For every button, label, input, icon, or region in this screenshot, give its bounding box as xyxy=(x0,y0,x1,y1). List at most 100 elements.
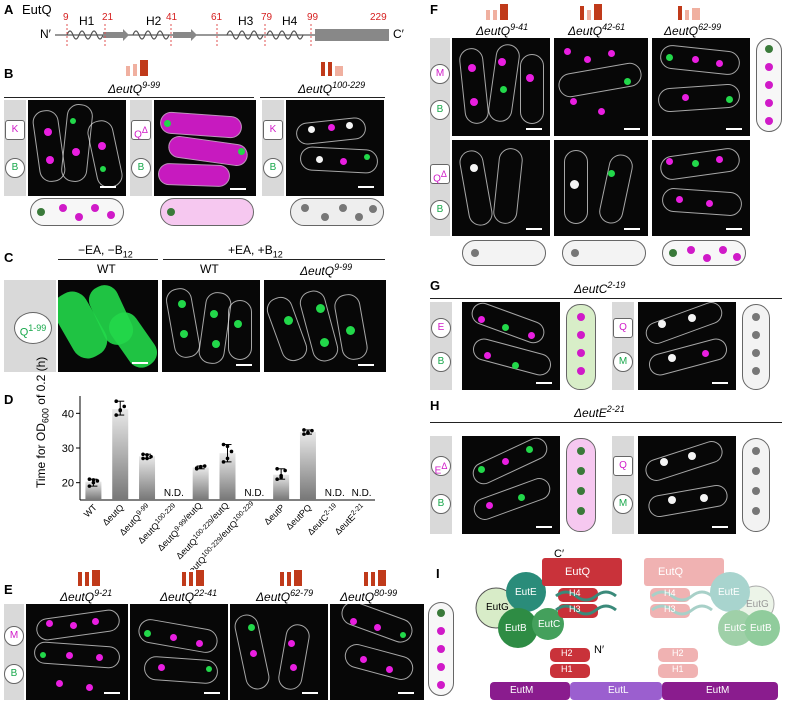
data-point xyxy=(91,480,96,485)
eutg-label: EutG xyxy=(486,602,509,613)
data-point xyxy=(95,479,100,483)
badge-eutq-g: Q xyxy=(613,318,633,338)
bar xyxy=(273,474,290,500)
schematic-h1 xyxy=(566,438,596,532)
eutb-label: EutB xyxy=(505,623,527,634)
eutq-domain-diagram xyxy=(55,24,389,46)
schematic-f4 xyxy=(662,240,746,266)
schematic-f1 xyxy=(756,38,782,132)
badge-eutb: B xyxy=(5,158,25,178)
residue-9: 9 xyxy=(63,12,69,23)
micrograph-f2 xyxy=(554,38,648,136)
domain-cartoon-icon xyxy=(486,4,508,20)
schematic-f2 xyxy=(462,240,546,266)
badge-eutq-delta-2: QΔ xyxy=(131,120,151,140)
micrograph-f5 xyxy=(554,140,648,236)
data-point xyxy=(310,428,314,433)
helix-h4-i: H4 xyxy=(569,588,581,598)
badge-eutb-f2: B xyxy=(430,200,450,220)
panel-label-d: D xyxy=(4,392,14,407)
side-bar xyxy=(430,38,450,236)
micrograph-e3 xyxy=(230,604,328,700)
schematic-b3 xyxy=(290,198,384,226)
nd-label: N.D. xyxy=(164,488,184,499)
data-point xyxy=(114,399,119,403)
badge-eutb-h: B xyxy=(431,494,451,514)
badge-eute-delta: EΔ xyxy=(431,456,451,476)
helix-h4-label: H4 xyxy=(282,14,298,28)
micrograph-f1 xyxy=(452,38,550,136)
data-point xyxy=(275,467,279,471)
data-point xyxy=(279,475,283,480)
domain-cartoon-icon xyxy=(364,570,386,586)
panel-g-title: ΔeutC2-19 xyxy=(574,280,626,296)
data-point xyxy=(198,464,203,469)
divider xyxy=(4,97,254,98)
residue-61: 61 xyxy=(211,12,223,23)
nd-label: N.D. xyxy=(352,488,372,499)
data-point xyxy=(221,460,226,464)
n-terminus: N′ xyxy=(40,27,51,41)
data-point xyxy=(141,456,145,461)
data-point xyxy=(118,408,123,412)
bar xyxy=(219,453,236,500)
badge-eutb-3: B xyxy=(263,158,283,178)
side-bar xyxy=(4,604,24,700)
eutc-label: EutC xyxy=(538,619,561,630)
badge-eutm-f: M xyxy=(430,64,450,84)
side-bar xyxy=(430,436,452,534)
data-point xyxy=(91,478,96,482)
data-point xyxy=(87,477,92,481)
helix-h1-i: H1 xyxy=(561,664,573,674)
divider xyxy=(430,298,782,299)
badge-eutb-f: B xyxy=(430,100,450,120)
data-point xyxy=(221,442,226,447)
panel-label-i: I xyxy=(436,566,440,581)
badge-eutq-h: Q xyxy=(613,456,633,476)
data-point xyxy=(225,456,230,461)
bar xyxy=(192,467,209,500)
panel-e-title-3: ΔeutQ62-79 xyxy=(256,588,314,604)
model-diagram xyxy=(475,558,780,700)
micrograph-h2 xyxy=(638,436,736,534)
helix-h2-label: H2 xyxy=(146,14,162,28)
side-bar xyxy=(130,100,152,196)
side-bar xyxy=(262,100,284,196)
panel-e-title-2: ΔeutQ22-41 xyxy=(160,588,218,604)
badge-eute: E xyxy=(431,318,451,338)
helix-h3-i: H3 xyxy=(569,604,581,614)
data-point xyxy=(283,468,287,473)
panel-label-h: H xyxy=(430,398,440,413)
schematic-f3 xyxy=(562,240,646,266)
panel-label-c: C xyxy=(4,250,14,265)
data-point xyxy=(202,464,207,468)
panel-b-right-title: ΔeutQ100-229 xyxy=(298,80,366,96)
eutq-label-2: EutQ xyxy=(658,566,684,578)
micrograph-f3 xyxy=(652,38,750,136)
data-point xyxy=(306,431,310,435)
micrograph-g2 xyxy=(638,302,736,390)
badge-eutq-1-99: Q1-99 xyxy=(14,312,52,344)
helix-h3-i2: H3 xyxy=(664,604,676,614)
col-mutant: ΔeutQ9-99 xyxy=(300,262,353,278)
helix-h1-i2: H1 xyxy=(672,664,684,674)
micrograph-h1 xyxy=(462,436,560,534)
helix-h2-i2: H2 xyxy=(672,648,684,658)
nd-label: N.D. xyxy=(325,488,345,499)
residue-41: 41 xyxy=(166,12,178,23)
data-point xyxy=(87,484,92,488)
domain-cartoon-icon xyxy=(678,6,700,20)
domain-cartoon-icon xyxy=(126,60,148,76)
micrograph-g1 xyxy=(462,302,560,390)
y-tick-label: 30 xyxy=(62,443,74,455)
side-bar xyxy=(4,100,26,196)
residue-229: 229 xyxy=(370,12,387,23)
x-tick-label: ΔeutP xyxy=(262,502,286,526)
panel-f-title-2: ΔeutQ42-61 xyxy=(568,22,626,38)
helix-h4-i2: H4 xyxy=(664,588,676,598)
n-terminus-i: N′ xyxy=(594,644,605,656)
data-point xyxy=(302,428,306,432)
x-tick-label: WT xyxy=(82,502,99,519)
domain-cartoon-icon xyxy=(280,570,302,586)
panel-label-a: A xyxy=(4,2,14,17)
